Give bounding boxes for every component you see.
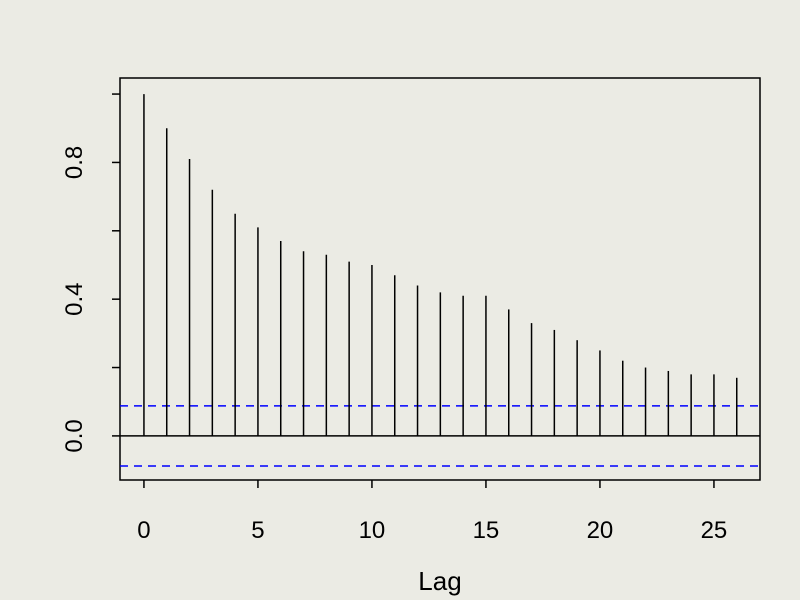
x-tick-label: 10: [359, 517, 386, 544]
x-axis-label: Lag: [418, 566, 461, 596]
y-tick-label: 0.8: [61, 146, 88, 179]
y-tick-label: 0.0: [61, 419, 88, 452]
x-tick-label: 0: [137, 517, 150, 544]
plot-box: [119, 77, 761, 481]
x-tick-label: 25: [701, 517, 728, 544]
y-tick-label: 0.4: [61, 282, 88, 315]
x-tick-label: 20: [587, 517, 614, 544]
x-tick-label: 15: [473, 517, 500, 544]
x-tick-label: 5: [251, 517, 264, 544]
